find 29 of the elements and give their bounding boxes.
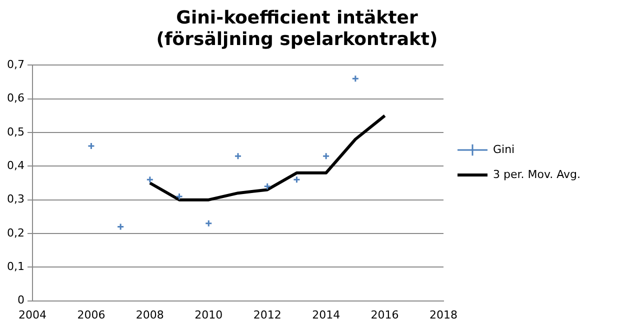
point	[292, 176, 300, 184]
point	[204, 220, 212, 228]
point	[322, 152, 330, 160]
legend-label: Gini	[493, 142, 515, 156]
y-tick-label: 0,1	[6, 260, 24, 273]
y-tick-label: 0,2	[6, 226, 24, 240]
y-tick-label: 0,7	[6, 58, 24, 72]
y-tick-label: 0,5	[6, 125, 24, 138]
y-tick-label: 0,4	[6, 159, 24, 172]
x-tick-label: 2014	[312, 308, 340, 322]
point	[116, 223, 124, 231]
x-tick-label: 2012	[253, 308, 282, 322]
point	[146, 176, 154, 184]
x-tick-label: 2008	[136, 308, 164, 322]
x-tick-label: 2006	[77, 308, 106, 322]
x-tick-label: 2016	[370, 308, 399, 322]
point	[264, 182, 272, 190]
x-tick-label: 2018	[430, 308, 458, 322]
legend-label: 3 per. Mov. Avg.	[493, 168, 580, 181]
x-tick-label: 2004	[18, 308, 46, 322]
y-tick-label: 0	[17, 294, 24, 307]
chart-title: Gini-koefficient intäkter (försäljning spelarkontrakt)	[156, 7, 438, 50]
y-tick-label: 0,3	[6, 192, 24, 206]
point	[87, 142, 95, 150]
point	[352, 74, 360, 82]
point	[176, 192, 184, 200]
y-tick-label: 0,6	[6, 92, 24, 105]
x-tick-label: 2010	[194, 308, 223, 322]
point	[234, 152, 242, 160]
